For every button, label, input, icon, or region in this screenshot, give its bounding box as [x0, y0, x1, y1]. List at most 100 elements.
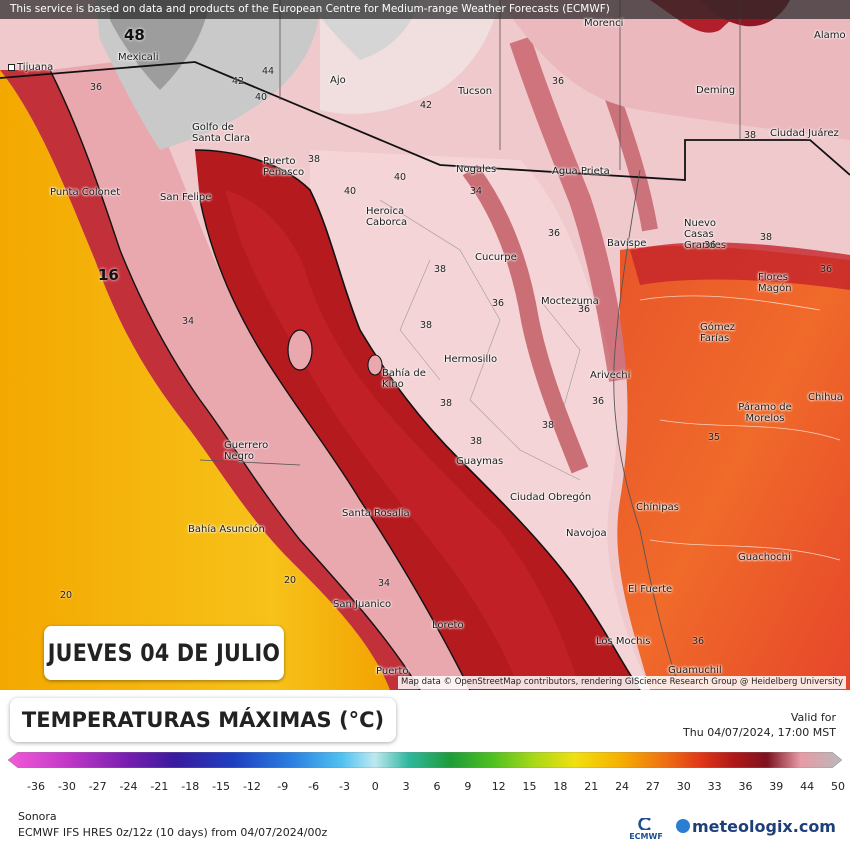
temp-value: 35 [708, 432, 721, 443]
city-nuevo-casas-grandes: Nuevo Casas Grandes [684, 218, 727, 251]
city-guaymas: Guaymas [456, 456, 504, 467]
temp-value: 44 [262, 66, 275, 77]
colorbar-tick-label: 21 [584, 780, 599, 793]
temp-value: 36 [90, 82, 103, 93]
temp-value: 38 [760, 232, 773, 243]
valid-label: Valid for [790, 711, 836, 724]
colorbar-tick-label: 30 [676, 780, 691, 793]
valid-time-block: Valid for Thu 04/07/2024, 17:00 MST [683, 710, 836, 740]
colorbar-tick-label: 15 [522, 780, 537, 793]
city-chihuahua: Chihua [808, 392, 843, 403]
city-los-mochis: Los Mochis [596, 636, 651, 647]
temp-value: 40 [344, 186, 357, 197]
temp-value: 16 [98, 266, 119, 284]
colorbar-tick-label: -18 [181, 780, 200, 793]
temp-value: 20 [284, 575, 297, 586]
temp-value: 38 [308, 154, 321, 165]
city-alamo: Alamo [814, 30, 846, 41]
city-hermosillo: Hermosillo [444, 354, 498, 365]
city-ciudad-juarez: Ciudad Juárez [770, 128, 839, 139]
colorbar-tick-label: 3 [402, 780, 410, 793]
colorbar-tick-label: 36 [738, 780, 753, 793]
colorbar-tick-label: -24 [119, 780, 138, 793]
temp-value: 34 [378, 578, 391, 589]
city-moctezuma: Moctezuma [541, 296, 599, 307]
temp-value: 36 [552, 76, 565, 87]
temp-value: 38 [744, 130, 757, 141]
colorbar-tick-label: -21 [150, 780, 169, 793]
temp-value: 40 [255, 92, 268, 103]
colorbar-tick-label: -9 [277, 780, 289, 793]
meteologix-brand: meteologix.com [676, 817, 836, 836]
city-nogales: Nogales [456, 164, 497, 175]
colorbar-tick-label: 44 [800, 780, 815, 793]
temperature-field [0, 0, 850, 690]
forecast-map: This service is based on data and produc… [0, 0, 850, 690]
region-label: Sonora [18, 810, 57, 823]
ecmwf-logo-icon [638, 816, 651, 832]
ecmwf-logo: ECMWF [628, 816, 664, 844]
temp-value: 38 [470, 436, 483, 447]
model-info: ECMWF IFS HRES 0z/12z (10 days) from 04/… [18, 826, 328, 839]
map-title: TEMPERATURAS MÁXIMAS (°C) [10, 698, 396, 742]
city-tijuana: Tijuana [8, 62, 53, 73]
temp-value: 36 [692, 636, 705, 647]
city-ciudad-obregon: Ciudad Obregón [510, 492, 592, 503]
colorbar-tick-label: 50 [831, 780, 845, 793]
colorbar-tick-label: 12 [491, 780, 506, 793]
international-border [0, 61, 850, 181]
temp-value: 38 [440, 398, 453, 409]
temp-value: 38 [542, 420, 555, 431]
colorbar-tick-label: -3 [338, 780, 350, 793]
city-morenci: Morenci [584, 18, 624, 29]
city-ajo: Ajo [330, 75, 346, 86]
city-navojoa: Navojoa [566, 528, 607, 539]
ecmwf-attribution: This service is based on data and produc… [0, 0, 850, 19]
temp-value: 48 [124, 26, 145, 44]
temp-value: 42 [420, 100, 433, 111]
city-guerrero-negro: Guerrero Negro [224, 440, 269, 462]
city-bahia-de-kino: Bahía de Kino [382, 368, 426, 390]
city-paramo-de-morelos: Páramo de Morelos [738, 402, 792, 424]
chihuahua-hot-region [617, 245, 850, 690]
date-badge: JUEVES 04 DE JULIO [44, 626, 284, 680]
temp-value: 34 [470, 186, 483, 197]
city-punta-colonet: Punta Colonet [50, 187, 121, 198]
map-data-attribution: Map data © OpenStreetMap contributors, r… [398, 676, 846, 689]
legend-panel: TEMPERATURAS MÁXIMAS (°C) Valid for Thu … [0, 690, 850, 850]
city-bavispe: Bavispe [607, 238, 647, 249]
city-san-felipe: San Felipe [160, 192, 212, 203]
meteologix-icon [676, 819, 690, 833]
city-guachochi: Guachochi [738, 552, 791, 563]
city-chinipas: Chínipas [636, 502, 679, 513]
city-puerto-penasco: Puerto Peñasco [263, 156, 305, 178]
city-arivechi: Arivechi [590, 370, 631, 381]
pacific-ocean [0, 70, 390, 690]
city-loreto: Loreto [432, 620, 464, 631]
temp-value: 36 [548, 228, 561, 239]
colorbar-tick-label: -36 [27, 780, 45, 793]
temp-value: 36 [592, 396, 605, 407]
city-cucurpe: Cucurpe [475, 252, 517, 263]
city-heroica-caborca: Heroica Caborca [366, 206, 408, 228]
colorbar-tick-label: -12 [242, 780, 261, 793]
colorbar-tick-label: 24 [615, 780, 630, 793]
colorbar-tick-label: 33 [707, 780, 722, 793]
colorbar-tick-label: -27 [88, 780, 107, 793]
city-bahia-asuncion: Bahía Asunción [188, 524, 265, 535]
colorbar-tick-label: 0 [371, 780, 379, 793]
temp-value: 38 [420, 320, 433, 331]
temp-value: 36 [704, 240, 717, 251]
sonora-mainland [310, 150, 650, 690]
city-deming: Deming [696, 85, 736, 96]
temp-value: 34 [182, 316, 195, 327]
colorbar-tick-label: 18 [553, 780, 568, 793]
city-guamuchil: Guamuchil [668, 665, 722, 676]
temp-value: 36 [578, 304, 591, 315]
city-san-juanico: San Juanico [333, 599, 392, 610]
colorbar-tick-label: 27 [645, 780, 660, 793]
temp-value: 38 [434, 264, 447, 275]
colorbar-tick-label: 6 [433, 780, 441, 793]
temp-value: 42 [232, 76, 245, 87]
city-el-fuerte: El Fuerte [628, 584, 673, 595]
